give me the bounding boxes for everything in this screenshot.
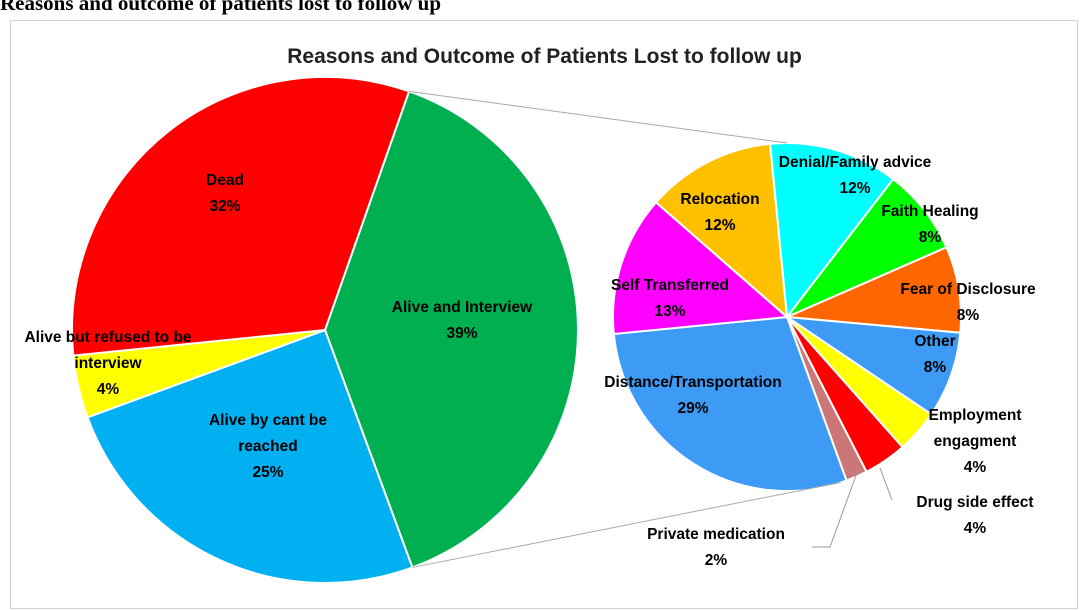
data-label: Alive by cant be reached 25% <box>183 408 353 486</box>
category-label: Drug side effect <box>916 494 1034 511</box>
category-label: Other <box>914 333 956 350</box>
category-label: Self Transferred <box>610 277 730 294</box>
category-label: Relocation <box>680 191 760 208</box>
connector-line <box>408 90 788 144</box>
category-label: Alive but refused to be interview <box>24 329 192 372</box>
value-label: 29% <box>677 400 709 417</box>
pie-slice <box>612 315 848 492</box>
chart-frame <box>10 20 1078 609</box>
value-label: 8% <box>923 359 947 376</box>
data-label: Dead 32% <box>165 168 285 220</box>
data-label: Employment engagment 4% <box>915 403 1035 481</box>
connector-line <box>412 481 841 568</box>
data-label: Relocation 12% <box>660 187 780 239</box>
value-label: 8% <box>918 229 942 246</box>
category-label: Dead <box>206 172 244 189</box>
category-label: Distance/Transportation <box>604 374 782 391</box>
pie-slice <box>768 142 895 320</box>
pie-slice <box>612 200 790 336</box>
data-label: Alive but refused to be interview 4% <box>8 325 208 403</box>
data-label: Fear of Disclosure 8% <box>878 277 1058 329</box>
value-label: 4% <box>963 520 987 537</box>
value-label: 12% <box>839 180 871 197</box>
data-label: Denial/Family advice 12% <box>755 150 955 202</box>
category-label: Alive by cant be reached <box>208 412 327 455</box>
category-label: Fear of Disclosure <box>900 281 1036 298</box>
leader-line <box>879 467 893 501</box>
pie-slice <box>71 76 411 357</box>
pie-slice <box>654 142 789 320</box>
chart-title: Reasons and Outcome of Patients Lost to … <box>287 45 802 68</box>
value-label: 2% <box>704 552 728 569</box>
value-label: 39% <box>446 325 478 342</box>
data-label: Private medication 2% <box>616 522 816 574</box>
page-title: Reasons and outcome of patients lost to … <box>0 0 442 15</box>
value-label: 12% <box>704 217 736 234</box>
data-label: Drug side effect 4% <box>895 490 1055 542</box>
category-label: Employment engagment <box>928 407 1022 450</box>
data-label: Self Transferred 13% <box>580 273 760 325</box>
value-label: 4% <box>963 459 987 476</box>
category-label: Private medication <box>647 526 785 543</box>
value-label: 8% <box>956 307 980 324</box>
value-label: 25% <box>252 464 284 481</box>
value-label: 13% <box>654 303 686 320</box>
category-label: Faith Healing <box>881 203 979 220</box>
data-label: Other 8% <box>885 329 985 381</box>
data-label: Distance/Transportation 29% <box>583 370 803 422</box>
value-label: 4% <box>96 381 120 398</box>
leader-line <box>812 469 859 548</box>
category-label: Denial/Family advice <box>778 154 932 171</box>
data-label: Faith Healing 8% <box>865 199 995 251</box>
category-label: Alive and Interview <box>391 299 533 316</box>
pie-slice <box>86 328 414 584</box>
value-label: 32% <box>209 198 241 215</box>
data-label: Alive and Interview 39% <box>362 295 562 347</box>
pie-slice <box>323 90 579 569</box>
